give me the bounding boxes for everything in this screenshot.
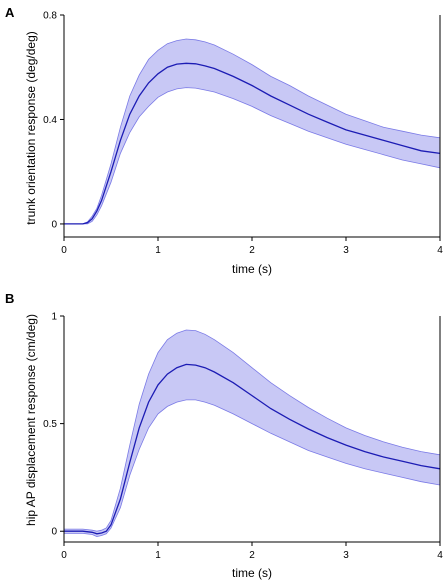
x-tick-label-a: 1 — [155, 245, 161, 256]
y-tick-label-b: 0 — [51, 527, 57, 538]
lower-bound-line-b — [64, 399, 441, 538]
upper-bound-line-b — [64, 329, 441, 532]
x-tick-label-b: 0 — [61, 550, 67, 561]
y-tick-label-a: 0.4 — [43, 115, 57, 126]
x-tick-label-a: 3 — [343, 245, 349, 256]
x-tick-label-b: 4 — [437, 550, 443, 561]
panel-label-b: B — [5, 291, 14, 306]
y-tick-label-a: 0.8 — [43, 11, 57, 22]
confidence-band-a — [64, 39, 440, 224]
panel-b: B hip AP displacement response (cm/deg) … — [5, 291, 443, 580]
panel-a: A trunk orientation response (deg/deg) t… — [5, 5, 443, 276]
y-tick-label-b: 0.5 — [43, 419, 57, 430]
x-axis-title-b: time (s) — [232, 566, 272, 580]
y-tick-label-a: 0 — [51, 219, 57, 230]
plot-area-b: 0 1 2 3 4 0 0.5 1 — [43, 312, 443, 562]
mean-line-a — [64, 62, 441, 225]
x-tick-label-a: 0 — [61, 245, 67, 256]
lower-bound-line-a — [64, 87, 441, 225]
upper-bound-line-a — [64, 38, 441, 225]
x-tick-label-b: 3 — [343, 550, 349, 561]
mean-line-b — [64, 363, 441, 535]
panel-label-a: A — [5, 5, 15, 20]
x-axis-title-a: time (s) — [232, 262, 272, 276]
x-tick-label-b: 2 — [249, 550, 255, 561]
x-tick-label-a: 2 — [249, 245, 255, 256]
x-tick-label-a: 4 — [437, 245, 443, 256]
y-axis-title-b: hip AP displacement response (cm/deg) — [24, 314, 38, 526]
plot-area-a: 0 1 2 3 4 0 0.4 0.8 — [43, 11, 443, 257]
y-tick-label-b: 1 — [51, 312, 57, 323]
y-axis-title-a: trunk orientation response (deg/deg) — [24, 31, 38, 224]
x-tick-label-b: 1 — [155, 550, 161, 561]
confidence-band-b — [64, 330, 440, 537]
